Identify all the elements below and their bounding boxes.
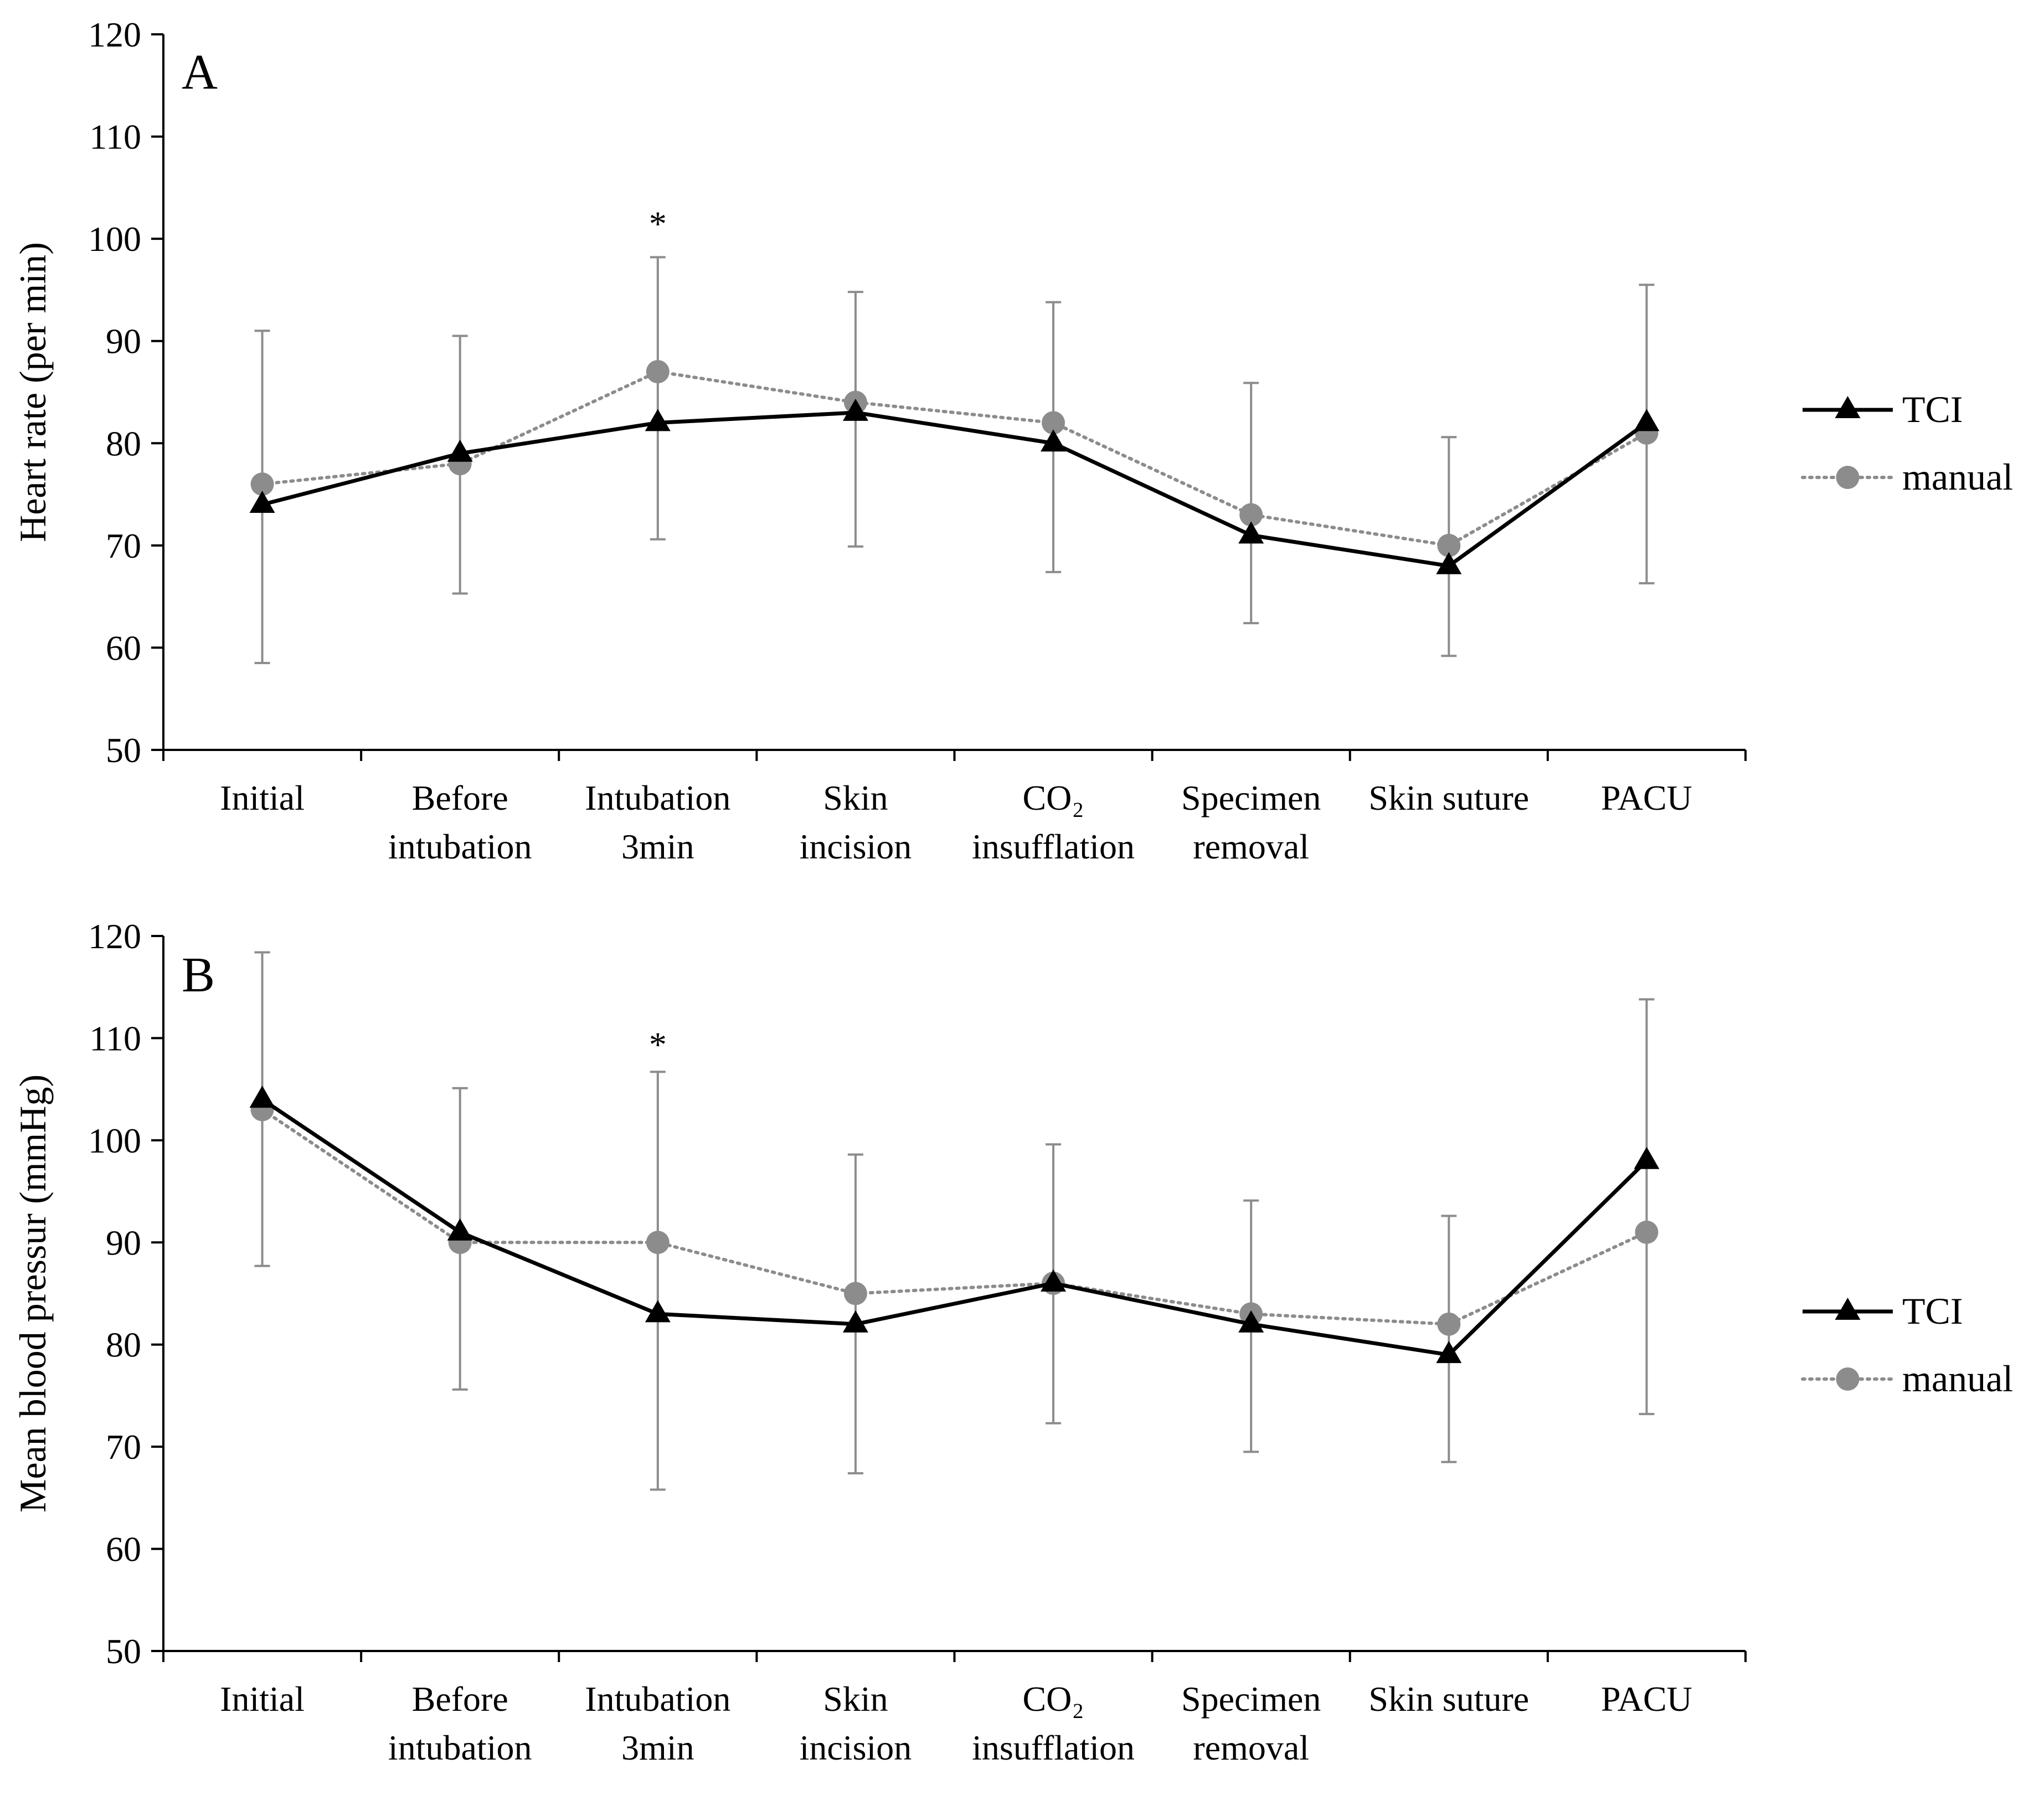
data-point-tci <box>1436 552 1462 574</box>
data-point-manual <box>843 1282 867 1305</box>
data-point-manual <box>1635 1220 1659 1244</box>
series-line-tci <box>261 1098 1648 1357</box>
data-point-tci <box>1634 409 1660 431</box>
y-tick-label: 50 <box>106 731 141 770</box>
data-point-tci <box>1238 521 1264 544</box>
x-tick-label: intubation <box>388 827 532 866</box>
x-tick-label: Before <box>412 1679 508 1719</box>
x-tick-label: intubation <box>388 1728 532 1767</box>
x-tick-label: incision <box>800 827 912 866</box>
legend-label-tci: TCI <box>1902 1290 1963 1332</box>
x-tick-label: CO₂ <box>1022 778 1084 817</box>
data-point-tci <box>1436 1341 1462 1364</box>
legend-label-manual: manual <box>1902 456 2013 498</box>
y-tick-label: 90 <box>106 322 141 361</box>
legend-label-manual: manual <box>1902 1357 2013 1400</box>
significance-marker: * <box>649 204 667 243</box>
data-point-tci <box>842 398 868 421</box>
x-tick-label: Skin suture <box>1368 778 1529 817</box>
panel-label: B <box>182 948 215 1002</box>
chart-panel-b: 50 60 70 80 90 100 110 120 Initial Before intubati… <box>12 917 2013 1767</box>
x-tick-label: PACU <box>1601 778 1692 817</box>
y-tick-label: 90 <box>106 1223 141 1262</box>
x-tick-label: Specimen <box>1181 1679 1321 1719</box>
y-axis-title: Heart rate (per min) <box>12 242 54 542</box>
x-tick-label: removal <box>1193 827 1309 866</box>
data-point-tci <box>1634 1146 1660 1169</box>
x-tick-label: PACU <box>1601 1679 1692 1719</box>
y-tick-label: 120 <box>88 15 141 54</box>
x-tick-label: Initial <box>220 778 305 817</box>
series-line-manual <box>260 369 1649 547</box>
data-point-tci <box>249 1086 275 1108</box>
chart-panel-a: 50 60 70 80 90 100 110 120 Initial Before intubati… <box>12 15 2013 866</box>
y-tick-label: 120 <box>88 917 141 956</box>
data-point-tci <box>1041 1269 1067 1292</box>
x-tick-label: insufflation <box>972 1728 1135 1767</box>
y-tick-label: 80 <box>106 424 141 463</box>
data-point-manual <box>1042 411 1065 435</box>
data-point-manual <box>646 360 670 384</box>
data-point-tci <box>447 439 473 462</box>
x-tick-label: 3min <box>621 1728 694 1767</box>
x-tick-label: Intubation <box>585 1679 730 1719</box>
x-tick-label: Before <box>412 778 508 817</box>
series-line-tci <box>261 410 1648 568</box>
x-tick-label: 3min <box>621 827 694 866</box>
x-tick-label: CO₂ <box>1022 1679 1084 1719</box>
x-tick-label: removal <box>1193 1728 1309 1767</box>
x-tick-label: Intubation <box>585 778 730 817</box>
data-point-manual <box>1437 533 1461 557</box>
y-tick-label: 110 <box>89 117 141 157</box>
data-point-manual <box>1239 503 1263 527</box>
data-point-tci <box>842 1310 868 1333</box>
x-tick-label: Skin <box>823 1679 888 1719</box>
x-tick-label: Specimen <box>1181 778 1321 817</box>
data-point-manual <box>1437 1312 1461 1336</box>
data-point-tci <box>1041 429 1067 452</box>
x-tick-label: Initial <box>220 1679 305 1719</box>
series-line-manual <box>260 1108 1649 1326</box>
data-point-tci <box>645 409 671 431</box>
legend-marker-manual <box>1836 466 1860 489</box>
data-point-tci <box>1238 1310 1264 1333</box>
x-tick-label: insufflation <box>972 827 1135 866</box>
legend-marker-tci <box>1835 396 1861 418</box>
x-tick-label: Skin <box>823 778 888 817</box>
y-tick-label: 100 <box>88 1121 141 1160</box>
y-tick-label: 100 <box>88 219 141 259</box>
y-tick-label: 60 <box>106 1530 141 1569</box>
significance-marker: * <box>649 1025 667 1064</box>
legend-marker-tci <box>1835 1298 1861 1320</box>
data-point-manual <box>646 1231 670 1254</box>
y-tick-label: 70 <box>106 526 141 565</box>
y-tick-label: 80 <box>106 1325 141 1365</box>
y-tick-label: 70 <box>106 1427 141 1467</box>
y-axis-title: Mean blood pressur (mmHg) <box>12 1074 54 1513</box>
data-point-tci <box>645 1300 671 1323</box>
y-tick-label: 60 <box>106 628 141 667</box>
x-tick-label: Skin suture <box>1368 1679 1529 1719</box>
x-tick-label: incision <box>800 1728 912 1767</box>
y-tick-label: 50 <box>106 1632 141 1671</box>
y-tick-label: 110 <box>89 1019 141 1058</box>
legend-label-tci: TCI <box>1902 388 1963 430</box>
legend-marker-manual <box>1836 1367 1860 1391</box>
data-point-manual <box>250 472 274 496</box>
data-point-tci <box>447 1218 473 1241</box>
data-point-tci <box>249 491 275 513</box>
panel-label: A <box>182 45 218 100</box>
